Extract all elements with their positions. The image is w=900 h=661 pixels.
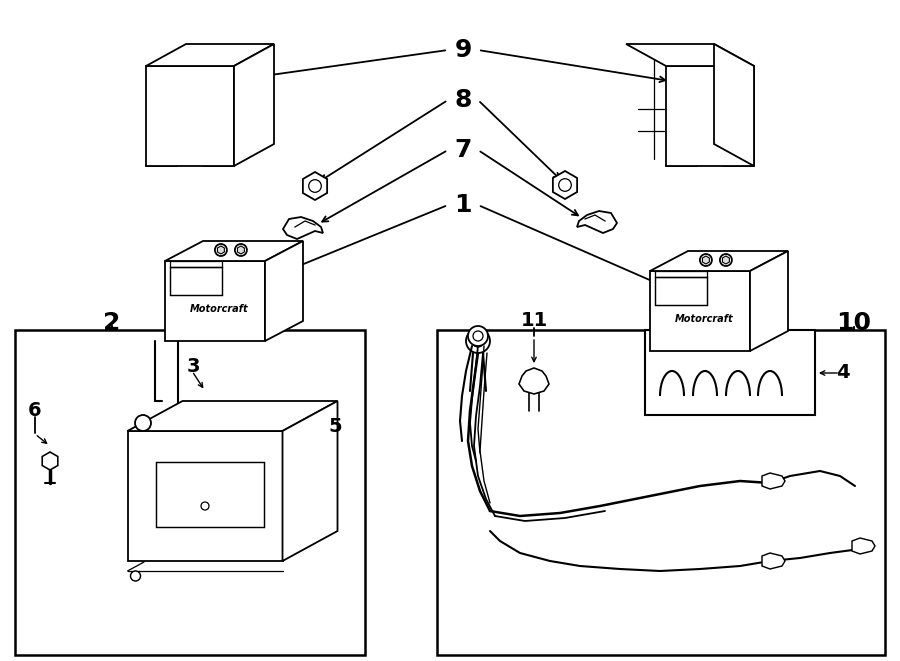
Bar (170, 261, 222, 268)
Polygon shape (265, 241, 303, 341)
Circle shape (720, 254, 732, 266)
Text: 4: 4 (836, 364, 850, 383)
Text: Motorcraft: Motorcraft (190, 304, 248, 314)
Circle shape (235, 244, 247, 256)
Polygon shape (165, 261, 265, 341)
Polygon shape (666, 66, 754, 166)
Polygon shape (146, 44, 274, 66)
Text: 1: 1 (454, 193, 472, 217)
Text: 9: 9 (454, 38, 472, 62)
Text: Motorcraft: Motorcraft (675, 314, 734, 324)
Polygon shape (128, 431, 283, 561)
Polygon shape (577, 211, 617, 233)
Text: 8: 8 (454, 88, 472, 112)
Bar (645, 330, 815, 415)
Polygon shape (714, 44, 754, 166)
Text: 7: 7 (454, 138, 472, 162)
Circle shape (130, 571, 140, 581)
Text: 2: 2 (104, 311, 121, 335)
Polygon shape (650, 251, 788, 271)
Text: 3: 3 (186, 356, 200, 375)
Text: 11: 11 (520, 311, 547, 330)
Circle shape (135, 415, 151, 431)
Polygon shape (165, 241, 303, 261)
Polygon shape (146, 66, 234, 166)
Circle shape (215, 244, 227, 256)
Text: 6: 6 (28, 401, 41, 420)
Polygon shape (852, 538, 875, 554)
Polygon shape (650, 271, 750, 351)
Polygon shape (762, 553, 785, 569)
Bar (437, 330, 885, 655)
Bar (15, 330, 365, 655)
Circle shape (466, 329, 490, 353)
Polygon shape (283, 401, 338, 561)
Polygon shape (283, 217, 323, 239)
Polygon shape (128, 401, 338, 431)
Polygon shape (762, 473, 785, 489)
Bar (655, 276, 707, 305)
Bar (170, 266, 222, 295)
Circle shape (468, 326, 488, 346)
Text: 5: 5 (328, 416, 342, 436)
Bar (655, 271, 707, 278)
Polygon shape (519, 368, 549, 394)
Polygon shape (750, 251, 788, 351)
Polygon shape (234, 44, 274, 166)
Circle shape (700, 254, 712, 266)
Polygon shape (626, 44, 754, 66)
Text: 10: 10 (836, 311, 871, 335)
